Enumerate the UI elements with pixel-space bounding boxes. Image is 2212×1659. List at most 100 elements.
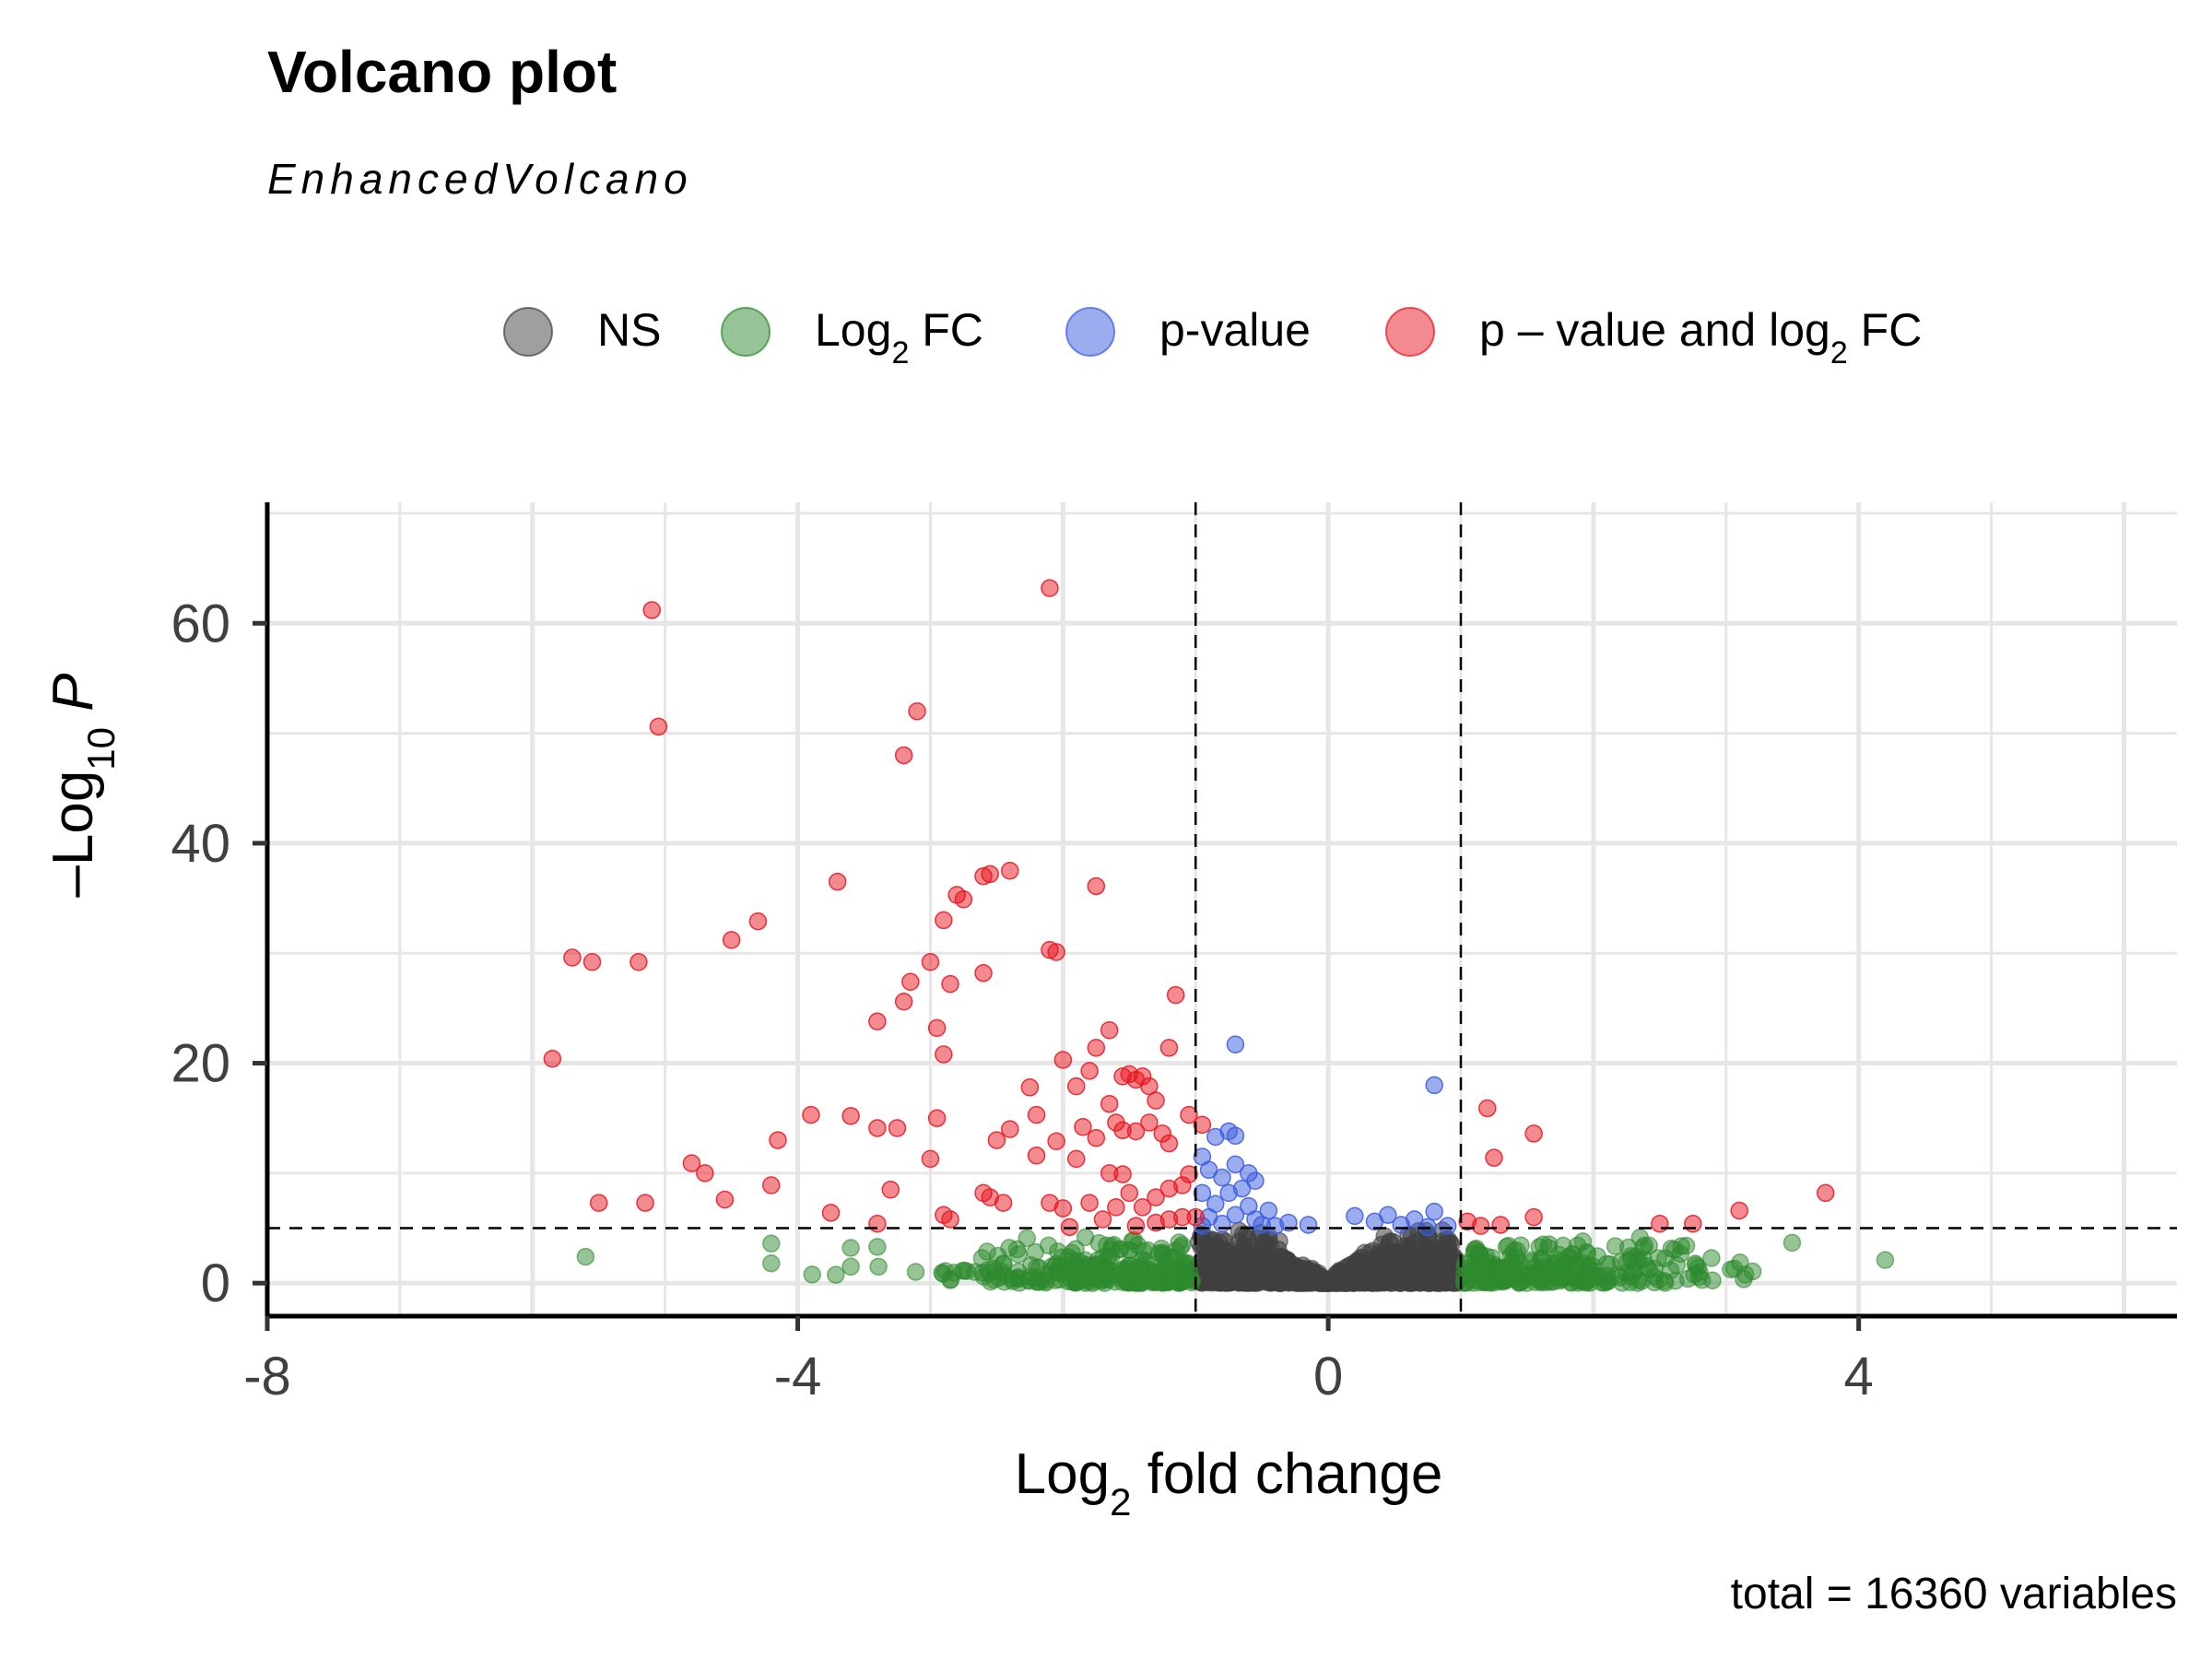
legend-item-both: p – value and log2 FC	[1385, 304, 1922, 371]
point-significant	[1166, 985, 1185, 1005]
point-log2fc	[1876, 1251, 1895, 1269]
point-log2fc	[1018, 1229, 1036, 1248]
legend-label: p – value and log2 FC	[1479, 304, 1922, 371]
point-significant	[1080, 1062, 1099, 1080]
point-log2fc	[1170, 1233, 1189, 1252]
point-significant	[1041, 579, 1059, 597]
point-log2fc	[576, 1247, 595, 1266]
point-significant	[1159, 1039, 1179, 1057]
point-ns	[1418, 1274, 1438, 1292]
y-tick-label: 60	[171, 594, 230, 653]
point-significant	[1047, 943, 1065, 961]
point-pvalue	[1438, 1217, 1457, 1235]
point-pvalue	[1392, 1216, 1410, 1234]
point-significant	[1133, 1198, 1152, 1217]
point-pvalue	[1213, 1215, 1231, 1233]
point-significant	[888, 1119, 907, 1137]
point-ns	[1218, 1273, 1236, 1292]
point-log2fc	[1045, 1257, 1065, 1277]
point-significant	[1074, 1118, 1092, 1136]
point-significant	[1478, 1099, 1497, 1118]
point-significant	[987, 1131, 1006, 1149]
point-significant	[1100, 1021, 1119, 1040]
point-significant	[582, 953, 602, 971]
point-significant	[1651, 1215, 1669, 1233]
point-significant	[1087, 1128, 1106, 1147]
point-significant	[921, 1149, 940, 1169]
legend-item-pvalue: p-value	[1065, 304, 1311, 357]
point-significant	[935, 1045, 953, 1064]
point-log2fc	[1489, 1259, 1508, 1278]
legend-label: p-value	[1159, 304, 1311, 356]
point-log2fc	[762, 1234, 781, 1253]
point-ns	[1397, 1260, 1417, 1279]
point-pvalue	[1199, 1160, 1218, 1180]
point-ns	[1275, 1249, 1293, 1267]
point-log2fc	[1690, 1263, 1709, 1282]
point-significant	[954, 890, 973, 909]
point-significant	[868, 1215, 887, 1233]
point-ns	[1239, 1274, 1258, 1292]
point-log2fc	[1095, 1270, 1114, 1289]
point-significant	[908, 701, 926, 721]
legend-item-log2fc: Log2 FC	[721, 304, 983, 371]
point-log2fc	[1724, 1259, 1744, 1278]
gridlines	[265, 502, 2177, 1316]
point-pvalue	[1265, 1217, 1285, 1235]
point-significant	[1120, 1183, 1139, 1203]
legend-marker	[503, 307, 553, 357]
x-tick-label: -4	[774, 1347, 822, 1406]
points-log2fc-series	[576, 1228, 1895, 1292]
legend-marker	[721, 307, 771, 357]
point-significant	[1080, 1194, 1099, 1212]
point-significant	[1816, 1183, 1835, 1203]
point-log2fc	[1606, 1237, 1625, 1255]
point-log2fc	[1455, 1253, 1475, 1273]
caption: total = 16360 variables	[1731, 1570, 2177, 1618]
point-significant	[1159, 1134, 1179, 1153]
point-log2fc	[1598, 1272, 1618, 1291]
point-log2fc	[1481, 1274, 1500, 1292]
point-log2fc	[841, 1257, 860, 1277]
point-significant	[901, 972, 920, 992]
point-significant	[1001, 861, 1019, 880]
point-significant	[1113, 1067, 1132, 1086]
point-log2fc	[1553, 1269, 1571, 1288]
point-log2fc	[1026, 1242, 1045, 1262]
point-significant	[1047, 1132, 1065, 1151]
point-significant	[1159, 1179, 1179, 1198]
point-ns	[1330, 1272, 1348, 1291]
point-significant	[1193, 1115, 1212, 1135]
point-log2fc	[1466, 1239, 1486, 1258]
point-log2fc	[989, 1246, 1007, 1265]
point-significant	[1730, 1201, 1748, 1220]
x-tick-label: -8	[243, 1347, 291, 1406]
point-pvalue	[1425, 1202, 1443, 1221]
point-pvalue	[1346, 1206, 1364, 1226]
point-log2fc	[1077, 1274, 1095, 1292]
point-significant	[802, 1105, 820, 1124]
point-ns	[1367, 1249, 1386, 1267]
point-significant	[1093, 1210, 1112, 1229]
point-significant	[1001, 1120, 1019, 1138]
point-pvalue	[1365, 1212, 1384, 1231]
point-ns	[1214, 1230, 1232, 1249]
chart-subtitle: EnhancedVolcano	[267, 155, 693, 203]
point-pvalue	[1226, 1035, 1245, 1054]
point-significant	[1066, 1149, 1086, 1169]
point-significant	[941, 974, 959, 994]
point-ns	[1260, 1266, 1279, 1286]
point-ns	[1345, 1267, 1364, 1286]
point-log2fc	[827, 1265, 845, 1284]
point-significant	[1113, 1165, 1132, 1183]
point-significant	[1087, 877, 1106, 896]
point-log2fc	[1662, 1239, 1681, 1258]
point-significant	[543, 1050, 562, 1068]
point-log2fc	[1645, 1267, 1664, 1286]
point-log2fc	[868, 1238, 887, 1256]
point-log2fc	[906, 1263, 925, 1281]
point-significant	[1126, 1217, 1146, 1235]
point-significant	[1107, 1198, 1125, 1217]
point-log2fc	[1568, 1236, 1587, 1255]
